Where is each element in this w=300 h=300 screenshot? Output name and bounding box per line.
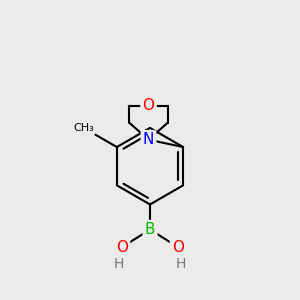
Text: O: O: [116, 240, 128, 255]
Text: B: B: [145, 222, 155, 237]
Text: CH₃: CH₃: [73, 123, 94, 133]
Text: N: N: [143, 132, 154, 147]
Text: O: O: [142, 98, 154, 113]
Text: O: O: [172, 240, 184, 255]
Text: H: H: [176, 257, 186, 271]
Text: H: H: [114, 257, 124, 271]
